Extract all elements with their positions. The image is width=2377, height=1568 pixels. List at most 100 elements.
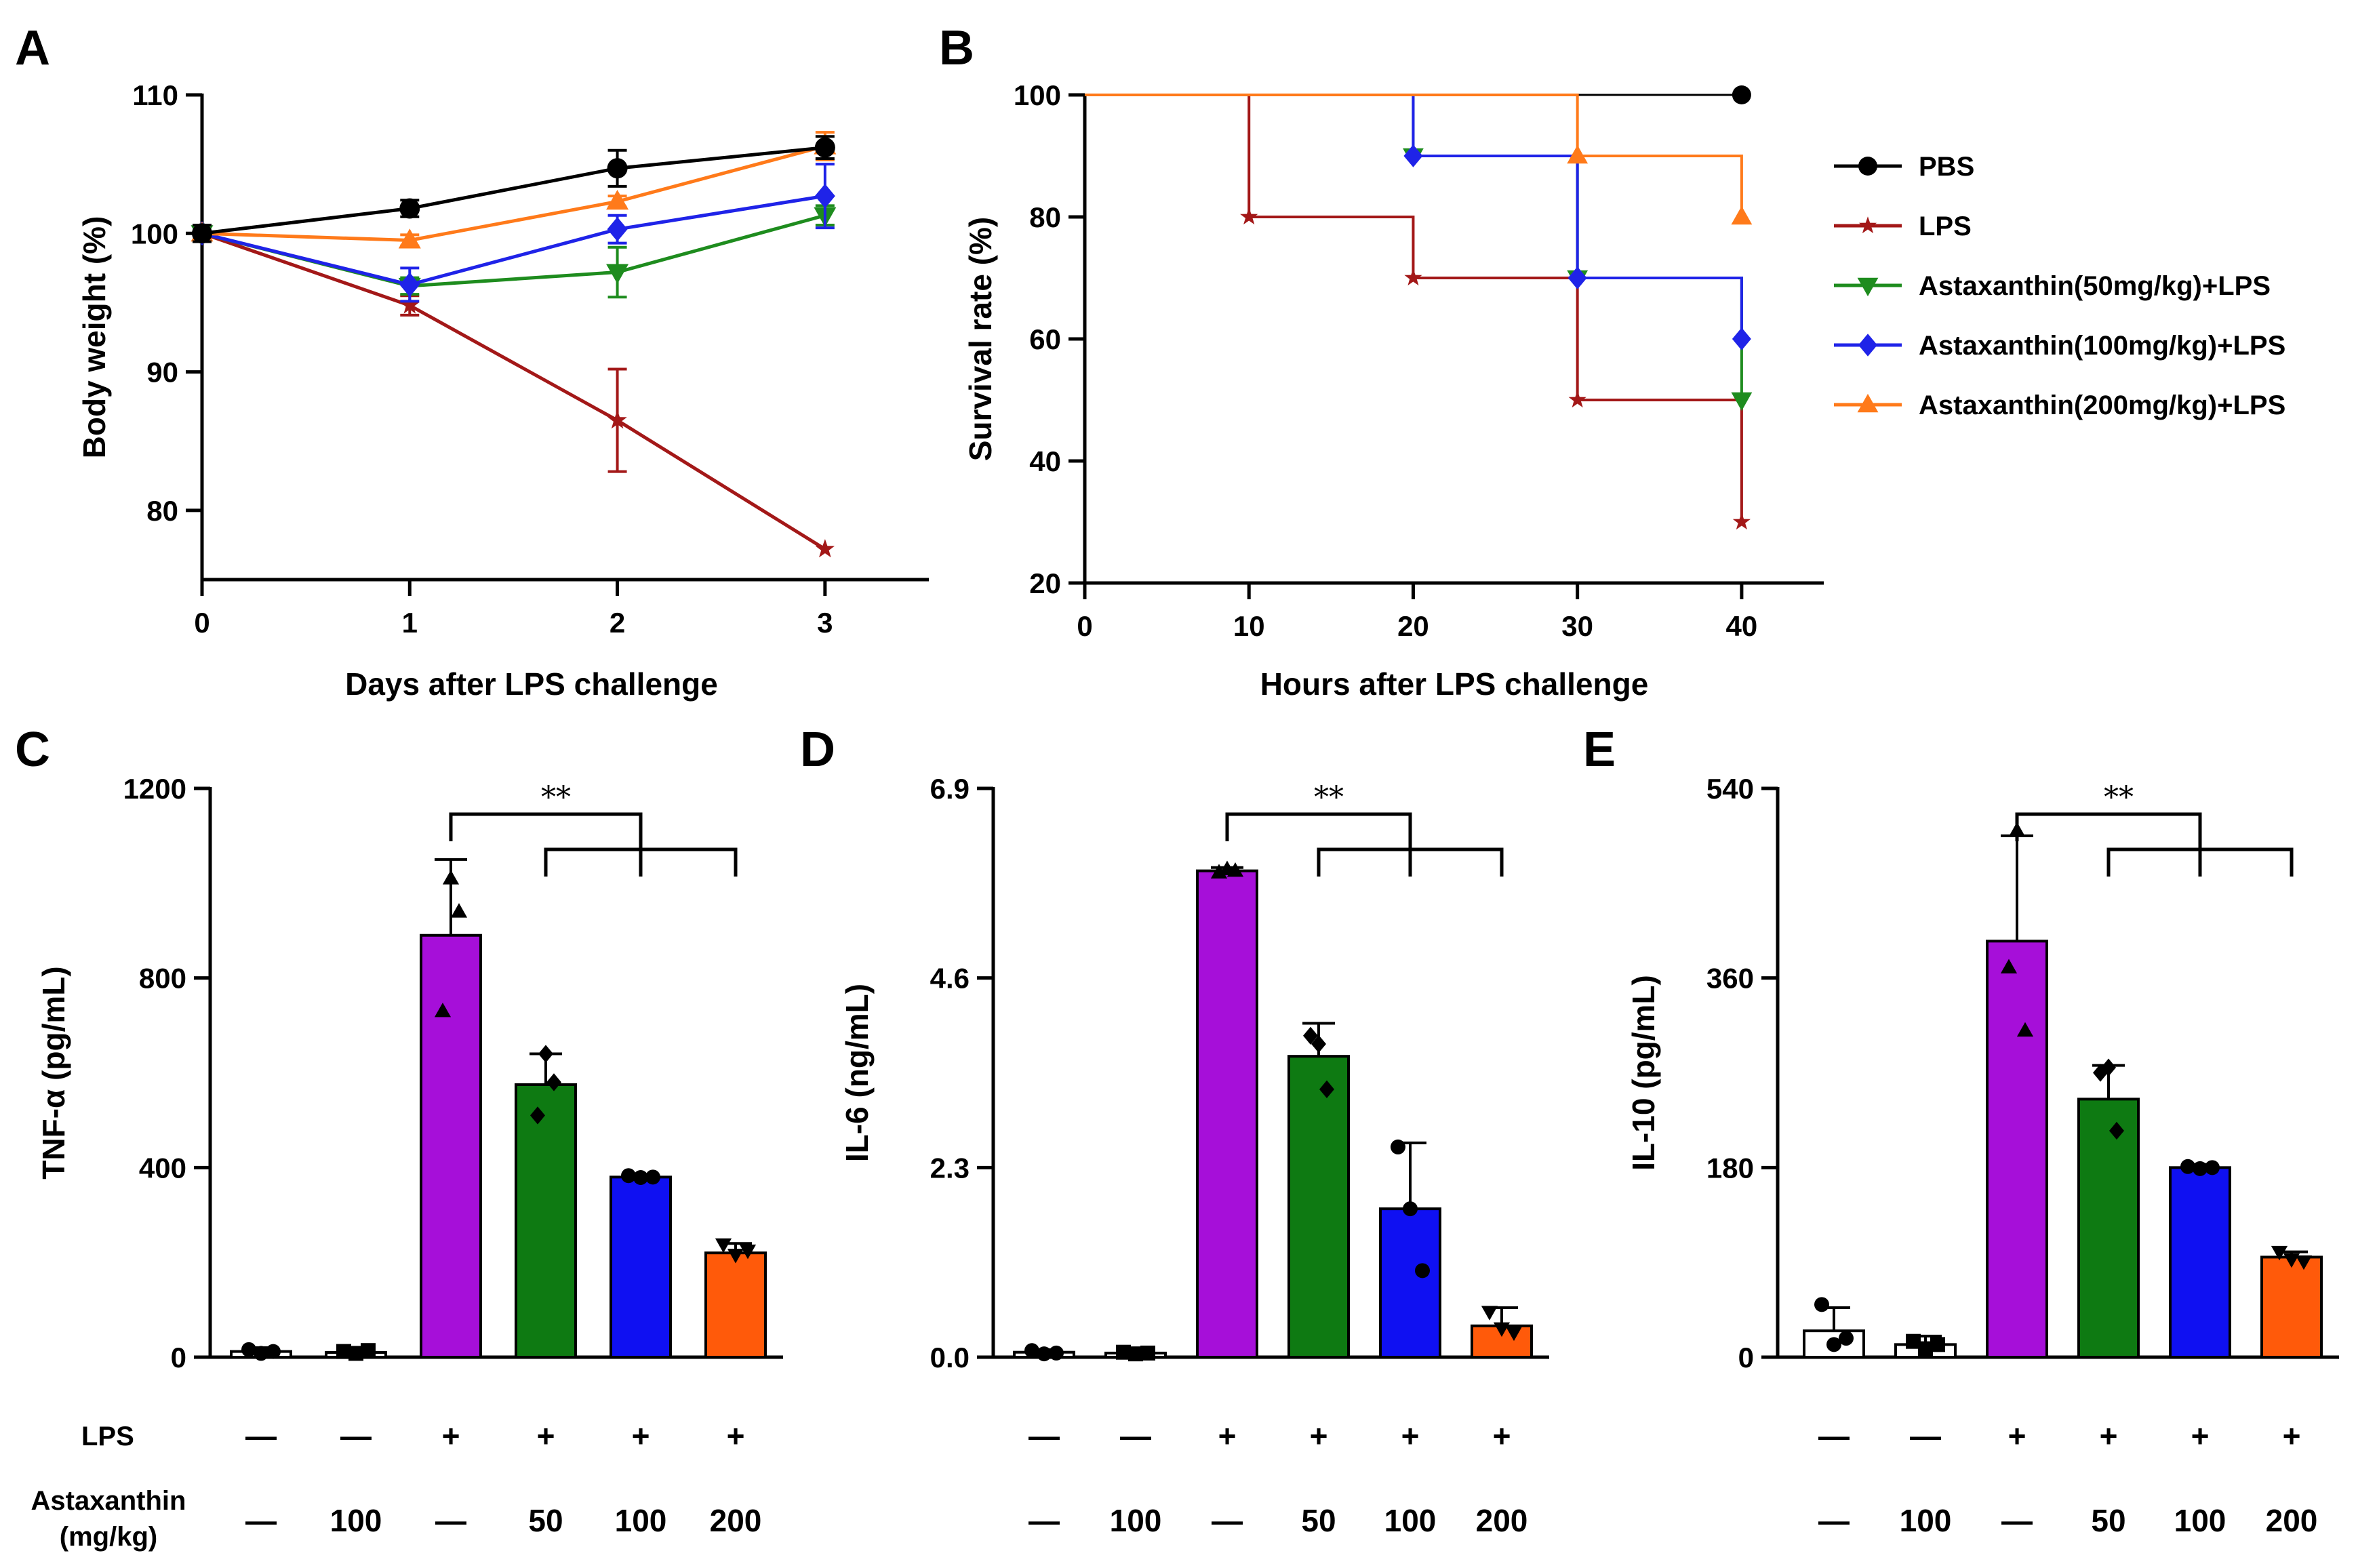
x-tick-label: 2 — [610, 607, 625, 639]
legend-label-a50: Astaxanthin(50mg/kg)+LPS — [1919, 271, 2271, 301]
lps-indicator: — — [1818, 1418, 1850, 1453]
y-tick-label: 110 — [132, 79, 178, 111]
data-point — [1391, 1139, 1405, 1154]
data-point — [1210, 864, 1228, 879]
astaxanthin-dose: 100 — [1384, 1503, 1437, 1538]
legend-marker-a50 — [1857, 277, 1879, 297]
series-a50 — [1085, 94, 1753, 411]
astaxanthin-dose: 50 — [2091, 1503, 2125, 1538]
lps-indicator: — — [1120, 1418, 1151, 1453]
lps-indicator: + — [1310, 1418, 1328, 1453]
series-line-a100 — [201, 194, 826, 287]
data-point — [546, 1073, 561, 1091]
significance-bracket: ** — [2015, 780, 2294, 877]
lps-indicator: + — [2100, 1418, 2118, 1453]
bar — [1196, 869, 1258, 1359]
y-tick-label: 360 — [1706, 963, 1754, 994]
legend-label-a200: Astaxanthin(200mg/kg)+LPS — [1919, 390, 2285, 420]
legend: PBS LPS Astaxanthin(50mg/kg)+LPS Astaxanthi… — [1834, 152, 2285, 420]
panel-a-body-weight: 80 90 100 110 0 1 2 3 Days after LPS challenge Bo… — [77, 79, 929, 702]
data-point-lps — [1240, 207, 1258, 225]
data-point-a50 — [606, 264, 629, 284]
y-tick-label: 1200 — [123, 773, 186, 805]
data-point — [1403, 1201, 1418, 1217]
lps-indicator: — — [1910, 1418, 1941, 1453]
data-point — [2093, 1064, 2108, 1082]
bar-group — [2169, 1159, 2231, 1359]
y-axis-label: IL-6 (ng/mL) — [839, 984, 875, 1162]
data-point-lps — [815, 539, 835, 558]
series-pbs — [192, 135, 835, 244]
x-axis-label: Hours after LPS challenge — [1260, 666, 1649, 702]
data-point — [450, 903, 468, 918]
data-point — [2000, 959, 2018, 973]
panel-c-tnf-alpha: 0 400 800 1200 TNF-α (pg/mL) ** — [36, 773, 783, 1373]
data-point — [1918, 1341, 1933, 1356]
treatment-rows: LPS Astaxanthin (mg/kg) — — — 100 + — +50 +100 +200… — [31, 1418, 2318, 1552]
data-point — [538, 1045, 553, 1063]
astaxanthin-dose: — — [245, 1503, 277, 1538]
legend-marker-a200 — [1857, 393, 1879, 413]
bracket-upper — [449, 812, 643, 849]
legend-item-lps: LPS — [1834, 212, 1972, 241]
bar — [2077, 1098, 2140, 1359]
panel-b-survival-rate: 20 40 60 80 100 0 10 20 30 40 Hours after LPS chal… — [963, 79, 1824, 702]
bar-group — [1287, 1022, 1350, 1359]
legend-marker-a100 — [1858, 334, 1877, 357]
astaxanthin-dose: 200 — [1476, 1503, 1528, 1538]
data-point — [2283, 1253, 2300, 1268]
x-axis-label: Days after LPS challenge — [345, 666, 718, 702]
bracket-upper — [2015, 812, 2202, 849]
lps-indicator: + — [442, 1418, 460, 1453]
data-point — [739, 1244, 757, 1260]
astaxanthin-dose: — — [435, 1503, 466, 1538]
data-point — [1505, 1326, 1523, 1342]
y-tick-label: 4.6 — [930, 963, 970, 994]
data-point — [1415, 1263, 1430, 1279]
y-tick-label: 400 — [139, 1152, 186, 1184]
lps-indicator: — — [1028, 1418, 1060, 1453]
panel-letter-b: B — [939, 21, 974, 75]
astaxanthin-dose: 50 — [528, 1503, 563, 1538]
data-point — [1826, 1337, 1841, 1352]
series-line-pbs — [201, 146, 826, 235]
data-point — [2109, 1121, 2124, 1140]
series-a200 — [1085, 94, 1753, 225]
astaxanthin-dose: 200 — [710, 1503, 762, 1538]
row-label-lps: LPS — [81, 1422, 134, 1451]
bar-group — [1379, 1139, 1441, 1359]
y-tick-label: 80 — [146, 495, 178, 527]
astaxanthin-dose: 50 — [1301, 1503, 1336, 1538]
data-point-pbs — [1732, 85, 1751, 104]
data-point — [1226, 862, 1244, 877]
x-tick-label: 3 — [817, 607, 833, 639]
lps-indicator: — — [340, 1418, 372, 1453]
data-point-pbs — [814, 137, 835, 158]
panel-letter-e: E — [1583, 723, 1616, 777]
y-tick-label: 6.9 — [930, 773, 970, 805]
data-point-lps — [1732, 512, 1751, 530]
x-tick-label: 30 — [1561, 610, 1593, 642]
data-point — [2193, 1161, 2208, 1176]
series-a100 — [192, 163, 835, 303]
panel-letter-c: C — [15, 723, 50, 777]
data-point — [2295, 1255, 2313, 1270]
significance-label: ** — [2104, 780, 2134, 815]
significance-bracket: ** — [1225, 780, 1504, 877]
y-tick-label: 40 — [1029, 445, 1061, 477]
significance-label: ** — [541, 780, 571, 815]
data-point-a200 — [606, 190, 629, 210]
astaxanthin-dose: — — [1818, 1503, 1850, 1538]
data-point — [1049, 1345, 1064, 1361]
y-tick-label: 0 — [1738, 1342, 1754, 1373]
data-point-pbs — [192, 223, 212, 244]
legend-item-a200: Astaxanthin(200mg/kg)+LPS — [1834, 390, 2285, 420]
data-point — [361, 1343, 376, 1359]
astaxanthin-dose: 200 — [2266, 1503, 2318, 1538]
lps-indicator: + — [1493, 1418, 1511, 1453]
data-point — [241, 1342, 256, 1357]
data-point — [1906, 1333, 1921, 1349]
series-line-a50 — [201, 214, 826, 288]
data-point-a100 — [399, 272, 420, 297]
